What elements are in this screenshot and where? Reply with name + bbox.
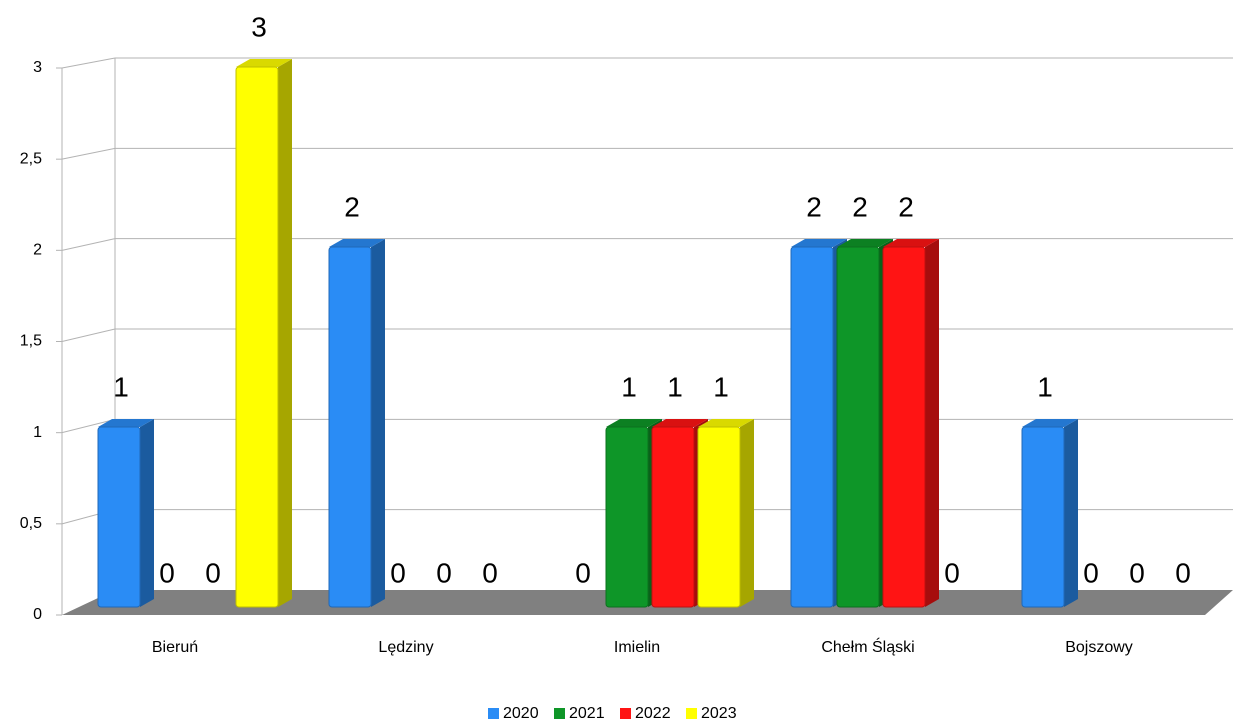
x-tick-label: Bieruń [152, 639, 198, 656]
data-label: 2 [852, 191, 868, 222]
data-label: 1 [713, 371, 729, 402]
y-tick-label: 2,5 [20, 150, 42, 167]
bar-side [925, 239, 939, 607]
bar [97, 426, 141, 608]
grid-line [61, 418, 116, 434]
bar [1021, 426, 1065, 608]
data-label: 0 [205, 557, 221, 588]
bar-top [652, 419, 708, 427]
data-label: 0 [1129, 557, 1145, 588]
bar [328, 246, 372, 608]
data-label: 0 [1175, 557, 1191, 588]
grid-line [61, 238, 116, 251]
bar-side [140, 419, 154, 607]
bar-top [329, 239, 385, 247]
data-label: 0 [575, 557, 591, 588]
bar-top [791, 239, 847, 247]
y-tick-label: 0 [33, 606, 42, 623]
bar-side [371, 239, 385, 607]
bar [790, 246, 834, 608]
y-tick-label: 0,5 [20, 515, 42, 532]
bar [605, 426, 649, 608]
data-label: 3 [251, 11, 267, 42]
bar-top [606, 419, 662, 427]
data-label: 0 [159, 557, 175, 588]
legend-swatch [686, 708, 697, 719]
y-tick-label: 3 [33, 59, 42, 76]
legend-swatch [620, 708, 631, 719]
bar-side [740, 419, 754, 607]
x-tick-label: Lędziny [378, 639, 433, 656]
y-tick-label: 1,5 [20, 333, 42, 350]
bar-top [236, 59, 292, 67]
data-label: 1 [621, 371, 637, 402]
grid-line [61, 57, 116, 69]
legend-label: 2023 [701, 705, 737, 722]
data-label: 1 [667, 371, 683, 402]
bar [836, 246, 880, 608]
bar [651, 426, 695, 608]
data-label: 0 [944, 557, 960, 588]
legend-swatch [488, 708, 499, 719]
legend-label: 2021 [569, 705, 605, 722]
bar-top [883, 239, 939, 247]
bar-side [1064, 419, 1078, 607]
legend-label: 2022 [635, 705, 671, 722]
bar-top [698, 419, 754, 427]
y-tick-label: 1 [33, 424, 42, 441]
data-label: 1 [113, 371, 129, 402]
x-tick-label: Bojszowy [1065, 639, 1133, 656]
data-label: 0 [482, 557, 498, 588]
y-tick-label: 2 [33, 242, 42, 259]
data-label: 2 [806, 191, 822, 222]
bar-top [837, 239, 893, 247]
grid-line [61, 147, 116, 160]
x-tick-label: Chełm Śląski [821, 637, 914, 656]
legend-swatch [554, 708, 565, 719]
data-label: 0 [1083, 557, 1099, 588]
bar [697, 426, 741, 608]
bar [235, 66, 279, 608]
bar-top [1022, 419, 1078, 427]
data-label: 1 [1037, 371, 1053, 402]
bar-top [98, 419, 154, 427]
data-label: 2 [344, 191, 360, 222]
data-label: 0 [390, 557, 406, 588]
grid-line [61, 328, 116, 342]
data-label: 2 [898, 191, 914, 222]
legend-label: 2020 [503, 705, 539, 722]
bar-side [278, 59, 292, 607]
bar [882, 246, 926, 608]
x-tick-label: Imielin [614, 639, 660, 656]
data-label: 0 [436, 557, 452, 588]
